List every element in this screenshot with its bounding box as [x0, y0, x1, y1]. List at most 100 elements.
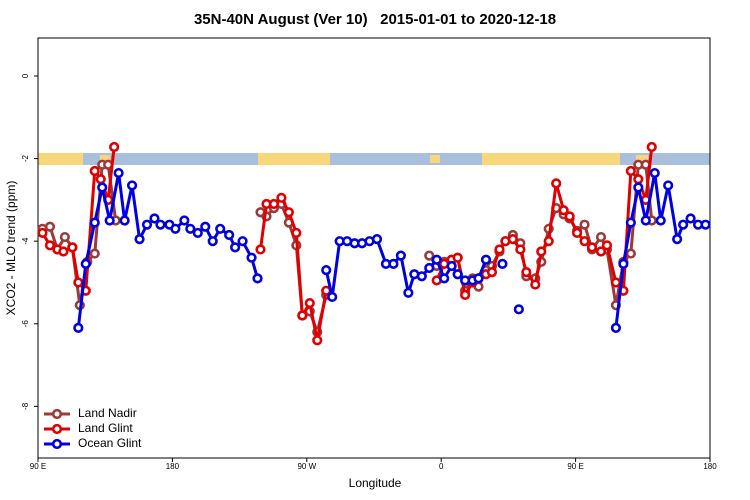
point	[104, 215, 115, 226]
legend-label: Land Nadir	[78, 406, 137, 420]
point	[268, 198, 280, 210]
series-line	[435, 146, 654, 297]
point	[80, 258, 91, 269]
land-strip	[100, 155, 110, 163]
point	[255, 244, 266, 255]
series	[73, 167, 711, 334]
point	[237, 236, 248, 247]
point	[119, 215, 130, 226]
point	[67, 242, 78, 253]
point	[44, 221, 56, 232]
point	[595, 246, 607, 257]
point	[678, 219, 689, 230]
point	[89, 217, 100, 228]
point	[655, 215, 666, 226]
point	[551, 178, 562, 189]
point	[291, 227, 302, 239]
land-strip	[430, 155, 440, 163]
point	[494, 244, 505, 255]
point	[185, 223, 196, 234]
point	[513, 304, 524, 315]
point	[109, 141, 120, 153]
point	[439, 273, 450, 284]
y-tick-label: -8	[21, 402, 30, 410]
point	[579, 219, 590, 230]
point	[95, 174, 106, 185]
point	[207, 236, 218, 247]
point	[170, 223, 181, 234]
point	[610, 277, 622, 288]
point	[192, 227, 203, 239]
surface-strip	[38, 153, 710, 165]
legend-label: Land Glint	[78, 421, 133, 435]
x-tick-label: 180	[703, 462, 717, 471]
point	[571, 227, 583, 239]
point	[58, 246, 69, 257]
point	[283, 207, 294, 218]
legend-marker	[51, 438, 63, 450]
point	[89, 248, 100, 259]
point	[515, 244, 526, 255]
point	[327, 291, 338, 303]
point	[452, 252, 463, 263]
x-tick-label: 90 E	[30, 462, 46, 471]
point	[431, 254, 442, 265]
chart-title: 35N-40N August (Ver 10) 2015-01-01 to 20…	[194, 11, 556, 28]
point	[424, 262, 435, 274]
point	[134, 234, 145, 245]
x-axis-label: Longitude	[349, 476, 402, 490]
point	[625, 248, 636, 259]
point	[416, 271, 427, 282]
point	[558, 205, 569, 216]
y-tick-label: -6	[21, 320, 30, 328]
point	[73, 322, 84, 334]
point	[543, 236, 554, 247]
point	[672, 234, 683, 245]
point	[480, 254, 492, 265]
land-strip	[258, 153, 330, 165]
point	[395, 250, 406, 261]
point	[37, 227, 48, 239]
land-strip	[482, 153, 620, 165]
y-tick-label: -4	[21, 237, 30, 245]
point	[649, 167, 660, 179]
land-strip	[38, 153, 83, 165]
series-line	[76, 171, 259, 329]
x-tick-label: 0	[439, 462, 444, 471]
point	[646, 141, 657, 153]
point	[452, 269, 463, 280]
point	[610, 322, 622, 334]
point	[586, 242, 598, 253]
point	[371, 234, 383, 245]
x-tick-label: 90 W	[297, 462, 316, 471]
point	[200, 221, 211, 232]
point	[126, 180, 138, 191]
point	[89, 165, 100, 177]
point	[97, 182, 108, 193]
point	[536, 246, 547, 257]
plot-frame	[37, 37, 711, 459]
point	[700, 219, 711, 230]
point	[73, 277, 84, 288]
point	[497, 258, 508, 269]
legend-label: Ocean Glint	[78, 436, 142, 450]
point	[179, 215, 190, 226]
point	[618, 258, 629, 269]
point	[224, 229, 235, 241]
point	[246, 252, 257, 263]
point	[685, 213, 696, 224]
point	[403, 287, 414, 298]
point	[633, 182, 644, 193]
legend-marker	[51, 423, 63, 435]
point	[473, 273, 484, 284]
point	[564, 211, 575, 222]
point	[59, 231, 70, 243]
point	[640, 215, 651, 226]
point	[388, 258, 399, 269]
point	[625, 165, 636, 177]
y-axis-label: XCO2 - MLO trend (ppm)	[4, 181, 18, 316]
point	[663, 180, 674, 191]
point	[155, 219, 166, 230]
point	[530, 279, 541, 290]
point	[276, 192, 287, 203]
